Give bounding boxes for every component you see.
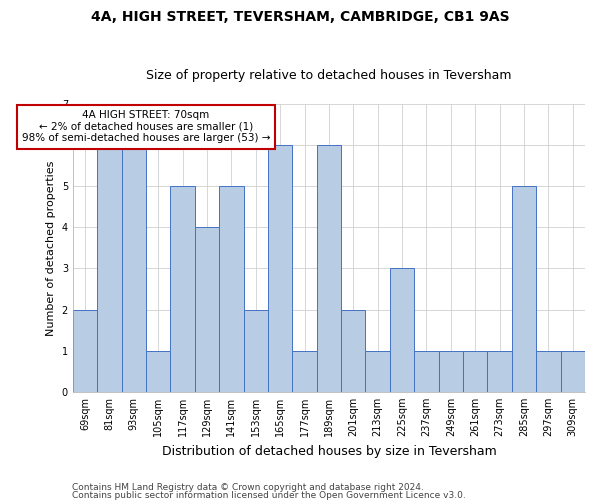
Bar <box>268 145 292 392</box>
Bar <box>341 310 365 392</box>
Bar <box>219 186 244 392</box>
Bar <box>560 350 585 392</box>
Bar <box>122 145 146 392</box>
Bar <box>97 145 122 392</box>
Bar <box>463 350 487 392</box>
Bar <box>195 228 219 392</box>
Text: Contains HM Land Registry data © Crown copyright and database right 2024.: Contains HM Land Registry data © Crown c… <box>72 484 424 492</box>
Bar <box>170 186 195 392</box>
Bar <box>487 350 512 392</box>
Text: Contains public sector information licensed under the Open Government Licence v3: Contains public sector information licen… <box>72 490 466 500</box>
Title: Size of property relative to detached houses in Teversham: Size of property relative to detached ho… <box>146 69 512 82</box>
Bar <box>73 310 97 392</box>
Bar <box>365 350 390 392</box>
Text: 4A, HIGH STREET, TEVERSHAM, CAMBRIDGE, CB1 9AS: 4A, HIGH STREET, TEVERSHAM, CAMBRIDGE, C… <box>91 10 509 24</box>
Text: 4A HIGH STREET: 70sqm
← 2% of detached houses are smaller (1)
98% of semi-detach: 4A HIGH STREET: 70sqm ← 2% of detached h… <box>22 110 270 144</box>
Bar <box>536 350 560 392</box>
Bar <box>244 310 268 392</box>
Bar <box>146 350 170 392</box>
Bar <box>512 186 536 392</box>
Bar <box>414 350 439 392</box>
Bar <box>317 145 341 392</box>
X-axis label: Distribution of detached houses by size in Teversham: Distribution of detached houses by size … <box>161 444 496 458</box>
Bar <box>439 350 463 392</box>
Bar <box>390 268 414 392</box>
Y-axis label: Number of detached properties: Number of detached properties <box>46 160 56 336</box>
Bar <box>292 350 317 392</box>
